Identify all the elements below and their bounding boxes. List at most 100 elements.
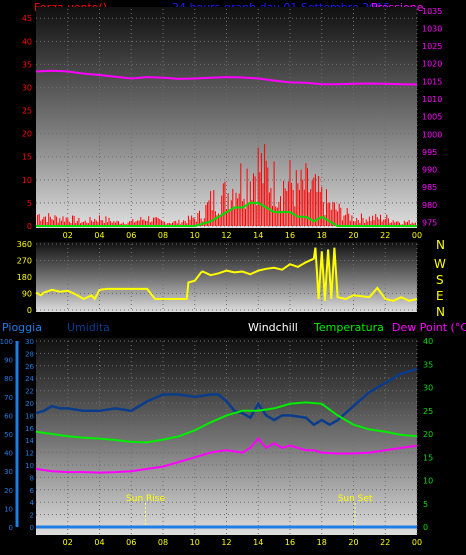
humidity-y-tick-label: 14 [25, 437, 34, 445]
compass-label-e: E [436, 289, 444, 303]
wind-y-tick-label: 25 [22, 107, 32, 116]
wind-direction-series [35, 247, 418, 302]
wind-pressure-grid [36, 9, 418, 228]
pressure-y-tick-label: 1005 [422, 113, 442, 122]
temperature-line [35, 401, 418, 444]
pressure-y-tick-label: 1015 [422, 77, 442, 86]
pressure-y-tick-label: 975 [422, 218, 437, 227]
humidity-y-tick-label: 22 [25, 388, 34, 396]
temp-humidity-series [35, 367, 418, 529]
temp-x-tick-label: 08 [158, 538, 168, 547]
temp-x-tick-label: 22 [380, 538, 390, 547]
dewpoint-y-tick-label: 15 [423, 453, 433, 462]
dewpoint-y-tick-label: 5 [423, 500, 428, 509]
rain-y-tick-label: 20 [4, 487, 13, 495]
wind-direction-grid [36, 243, 418, 311]
rain-y-tick-label: 80 [4, 375, 13, 383]
humidity-y-tick-label: 0 [30, 524, 34, 532]
humidity-y-tick-label: 16 [25, 425, 34, 433]
pressure-y-tick-label: 990 [422, 166, 437, 175]
sunrise-label: Sun Rise [126, 494, 165, 504]
rain-y-tick-label: 60 [4, 412, 13, 420]
wind-pressure-axes: 0510152025303540459759809859909951000100… [22, 7, 443, 240]
temp-x-tick-label: 14 [253, 538, 263, 547]
wind-direction-axes: 0 90 180 270 360 [17, 240, 32, 315]
rain-y-tick-label: 70 [4, 394, 13, 402]
pressure-line [35, 69, 418, 86]
wind-direction-line [35, 247, 418, 302]
compass-label-n-bottom: N [436, 305, 445, 319]
compass-label-n-top: N [436, 238, 445, 252]
legend-dewpoint: Dew Point (°C) [392, 321, 466, 334]
sunset-label: Sun Set [338, 494, 373, 504]
wind-x-tick-label: 22 [380, 231, 390, 240]
rain-y-tick-label: 30 [4, 468, 13, 476]
wind-x-tick-label: 06 [126, 231, 136, 240]
humidity-y-tick-label: 4 [30, 499, 35, 507]
temp-humidity-plot-area [36, 338, 417, 535]
wind-average-line [36, 201, 417, 227]
wind-y-tick-label: 30 [22, 83, 32, 92]
humidity-y-tick-label: 2 [30, 512, 34, 520]
pressure-y-tick-label: 1030 [422, 24, 442, 33]
rain-y-tick-label: 0 [9, 524, 13, 532]
wind-y-tick-label: 35 [22, 60, 32, 69]
compass-labels: N W S E N [434, 238, 446, 319]
wind-y-tick-label: 20 [22, 130, 32, 139]
dewpoint-y-tick-label: 0 [423, 523, 428, 532]
rain-y-tick-label: 40 [4, 450, 13, 458]
temp-humidity-axes: 0102030405060708090100024681012141618202… [0, 337, 433, 547]
pressure-y-tick-label: 1035 [422, 7, 442, 16]
temp-x-tick-label: 02 [63, 538, 73, 547]
temp-x-tick-label: 04 [94, 538, 104, 547]
pressure-y-tick-label: 985 [422, 183, 437, 192]
wind-x-tick-label: 10 [190, 231, 200, 240]
wind-x-tick-label: 20 [348, 231, 358, 240]
temp-x-tick-label: 10 [190, 538, 200, 547]
humidity-y-tick-label: 6 [30, 487, 35, 495]
pressure-y-tick-label: 1010 [422, 95, 442, 104]
wind-y-tick-label: 10 [22, 176, 32, 185]
humidity-y-tick-label: 28 [25, 350, 34, 358]
dewpoint-line [35, 437, 418, 474]
dewpoint-y-tick-label: 40 [423, 337, 433, 346]
direction-y-tick-label: 360 [17, 240, 32, 249]
wind-x-tick-label: 16 [285, 231, 295, 240]
dewpoint-y-tick-label: 30 [423, 384, 433, 393]
humidity-y-tick-label: 12 [25, 450, 34, 458]
dewpoint-y-tick-label: 25 [423, 407, 433, 416]
humidity-y-tick-label: 8 [30, 474, 34, 482]
humidity-y-tick-label: 30 [25, 338, 34, 346]
temp-x-tick-label: 12 [221, 538, 231, 547]
humidity-y-tick-label: 18 [25, 412, 34, 420]
pressure-y-tick-label: 1000 [422, 130, 442, 139]
temp-x-tick-label: 18 [317, 538, 327, 547]
wind-y-tick-label: 15 [22, 153, 32, 162]
wind-y-tick-label: 5 [27, 199, 32, 208]
pressure-y-tick-label: 995 [422, 148, 437, 157]
wind-y-tick-label: 40 [22, 37, 32, 46]
wind-y-tick-label: 0 [27, 222, 32, 231]
wind-x-tick-label: 00 [412, 231, 422, 240]
pressure-y-tick-label: 980 [422, 201, 437, 210]
temp-x-tick-label: 00 [412, 538, 422, 547]
humidity-y-tick-label: 10 [25, 462, 34, 470]
rain-y-tick-label: 10 [4, 505, 13, 513]
direction-y-tick-label: 90 [22, 290, 32, 299]
humidity-y-tick-label: 20 [25, 400, 34, 408]
rain-y-tick-label: 50 [4, 431, 13, 439]
pressure-y-tick-label: 1020 [422, 60, 442, 69]
compass-label-w: W [434, 257, 446, 271]
wind-x-tick-label: 18 [317, 231, 327, 240]
temp-x-tick-label: 16 [285, 538, 295, 547]
wind-pressure-series [35, 69, 418, 227]
dewpoint-y-tick-label: 10 [423, 477, 433, 486]
rain-y-tick-label: 90 [4, 357, 13, 365]
temp-x-tick-label: 06 [126, 538, 136, 547]
legend-windchill: Windchill [248, 321, 298, 334]
legend-temperature: Temperatura [313, 321, 384, 334]
wind-x-tick-label: 08 [158, 231, 168, 240]
direction-y-tick-label: 270 [17, 257, 32, 266]
humidity-y-tick-label: 24 [25, 375, 34, 383]
